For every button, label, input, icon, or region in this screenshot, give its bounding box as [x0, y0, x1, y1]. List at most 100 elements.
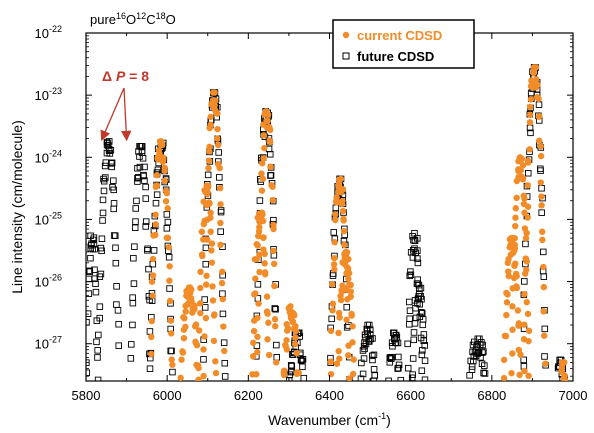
- current-cdsd-point: [258, 209, 266, 216]
- current-cdsd-point: [209, 297, 217, 304]
- current-cdsd-point: [165, 244, 172, 251]
- current-cdsd-point: [153, 182, 160, 189]
- current-cdsd-point: [512, 270, 520, 278]
- current-cdsd-point: [211, 89, 218, 96]
- current-cdsd-point: [261, 250, 268, 258]
- current-cdsd-point: [526, 146, 533, 153]
- future-cdsd-point: [414, 255, 421, 262]
- future-cdsd-point: [110, 177, 117, 184]
- current-cdsd-point: [256, 268, 263, 276]
- current-cdsd-point: [271, 282, 278, 290]
- annotation-delta-p: Δ P = 8: [100, 68, 149, 142]
- current-cdsd-point: [500, 356, 508, 364]
- future-cdsd-point: [112, 259, 120, 267]
- future-cdsd-point: [409, 355, 417, 362]
- future-cdsd-point: [142, 183, 149, 191]
- current-cdsd-point: [525, 327, 533, 335]
- future-cdsd-point: [152, 199, 160, 207]
- current-cdsd-point: [339, 197, 346, 205]
- current-cdsd-point: [217, 201, 224, 208]
- current-cdsd-point: [148, 278, 156, 285]
- current-cdsd-point: [512, 260, 519, 267]
- future-cdsd-point: [96, 303, 104, 310]
- current-cdsd-point: [214, 110, 221, 117]
- current-cdsd-point: [537, 143, 544, 150]
- future-cdsd-point: [86, 369, 91, 376]
- future-cdsd-point: [267, 171, 275, 179]
- current-cdsd-point: [523, 298, 530, 306]
- future-cdsd-point: [100, 175, 107, 183]
- future-cdsd-point: [136, 163, 144, 171]
- current-cdsd-point: [331, 254, 338, 262]
- future-cdsd-point: [129, 321, 136, 329]
- current-cdsd-point: [526, 111, 534, 119]
- current-cdsd-point: [266, 138, 274, 146]
- current-cdsd-point: [335, 309, 343, 317]
- legend-box: [332, 19, 475, 69]
- future-cdsd-point: [418, 309, 425, 316]
- current-cdsd-point: [197, 284, 204, 292]
- current-cdsd-point: [504, 291, 511, 298]
- current-cdsd-point: [200, 198, 207, 205]
- current-cdsd-point: [514, 307, 522, 314]
- current-cdsd-point: [329, 307, 336, 314]
- future-cdsd-point: [220, 339, 228, 346]
- current-cdsd-point: [283, 337, 290, 344]
- current-cdsd-point: [206, 148, 213, 155]
- current-cdsd-point: [166, 297, 174, 305]
- current-cdsd-point: [339, 186, 347, 193]
- current-cdsd-point: [512, 205, 519, 212]
- current-cdsd-point: [500, 374, 508, 381]
- current-cdsd-point: [537, 179, 544, 186]
- current-cdsd-point: [260, 234, 267, 242]
- future-cdsd-point: [150, 247, 158, 254]
- x-tick-label: 7000: [559, 388, 588, 403]
- current-cdsd-point: [347, 281, 354, 289]
- current-cdsd-point: [259, 175, 267, 183]
- future-cdsd-point: [367, 331, 374, 338]
- current-cdsd-point: [254, 333, 261, 340]
- future-cdsd-point: [100, 177, 108, 185]
- chart-title: pure16O12C18O: [90, 11, 176, 27]
- future-cdsd-point: [141, 163, 148, 171]
- future-cdsd-point: [215, 149, 222, 156]
- legend-marker-future: [342, 52, 350, 60]
- future-cdsd-point: [169, 368, 176, 376]
- future-cdsd-point: [94, 354, 101, 361]
- future-cdsd-point: [98, 247, 105, 255]
- current-cdsd-point: [205, 164, 212, 172]
- current-cdsd-point: [509, 234, 516, 242]
- current-cdsd-point: [161, 167, 168, 175]
- axes: 5800 6000 6200 6400 6600 6800 7000 10-27 10-26 10…: [35, 24, 588, 403]
- current-cdsd-point: [337, 175, 345, 183]
- future-cdsd-point: [221, 359, 229, 367]
- future-cdsd-point: [94, 347, 101, 354]
- current-cdsd-point: [327, 327, 335, 335]
- current-cdsd-point: [212, 358, 219, 365]
- future-cdsd-point: [537, 167, 544, 174]
- current-cdsd-point: [255, 300, 262, 307]
- future-cdsd-point: [343, 303, 350, 311]
- current-cdsd-point: [343, 316, 350, 324]
- current-cdsd-point: [252, 290, 259, 297]
- current-cdsd-point: [331, 239, 338, 246]
- current-cdsd-point: [211, 102, 218, 109]
- current-cdsd-point: [169, 361, 176, 368]
- current-cdsd-point: [167, 317, 175, 324]
- current-cdsd-point: [216, 184, 224, 192]
- series-current-cdsd: [147, 64, 569, 381]
- current-cdsd-point: [265, 319, 272, 326]
- current-cdsd-point: [520, 192, 528, 199]
- future-cdsd-point: [395, 353, 402, 361]
- current-cdsd-point: [255, 232, 262, 240]
- current-cdsd-point: [204, 189, 211, 196]
- future-cdsd-point: [204, 171, 212, 179]
- future-cdsd-point: [163, 211, 171, 218]
- future-cdsd-point: [91, 245, 98, 253]
- future-cdsd-point: [388, 355, 395, 363]
- current-cdsd-point: [203, 272, 210, 279]
- x-tick-label: 6800: [477, 388, 506, 403]
- future-cdsd-point: [404, 340, 411, 348]
- future-cdsd-point: [221, 373, 229, 380]
- current-cdsd-point: [166, 277, 173, 284]
